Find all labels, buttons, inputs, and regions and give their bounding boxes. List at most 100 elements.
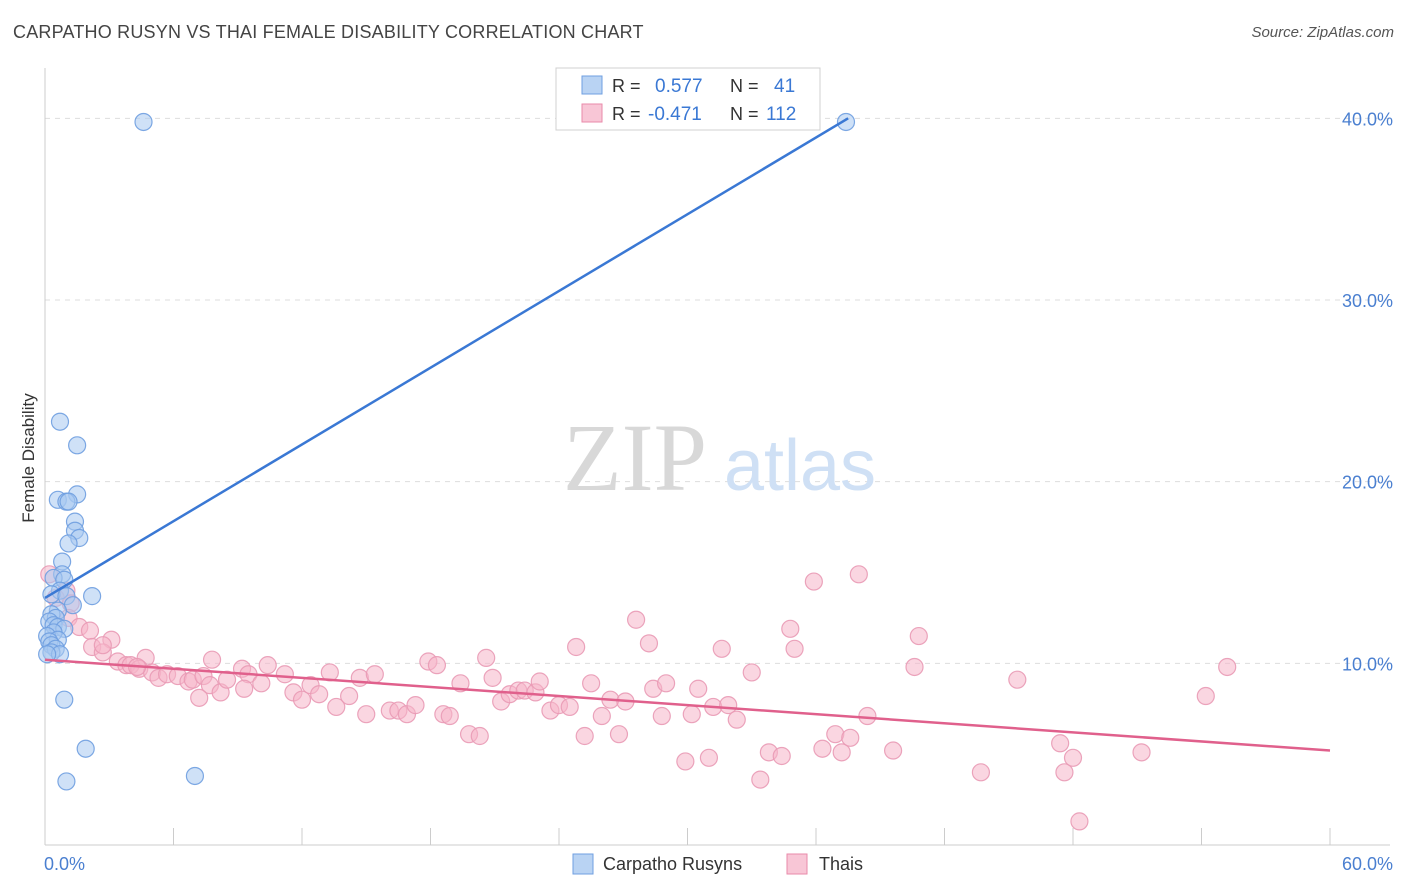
bottom-legend-swatch-pink (786, 853, 808, 875)
thais-point (841, 728, 860, 747)
source-label: Source: ZipAtlas.com (1251, 24, 1394, 41)
thais-point (1132, 743, 1151, 762)
y-axis-label: Female Disability (19, 393, 38, 523)
thais-point (1218, 657, 1237, 677)
trend-line-thais (44, 658, 1331, 752)
thais-point (530, 672, 549, 691)
thais-point (781, 619, 800, 638)
carpatho-rusyns-point (55, 690, 74, 709)
thais-point (1196, 686, 1215, 706)
series-carpatho-rusyns (38, 112, 856, 791)
thais-point (712, 639, 731, 658)
thais-point (626, 610, 646, 629)
thais-point (292, 690, 312, 709)
thais-point (804, 572, 823, 591)
legend-r-value-2: -0.471 (648, 104, 702, 125)
thais-point (258, 656, 277, 675)
thais-point (813, 739, 832, 758)
legend-swatch-blue (581, 75, 603, 95)
legend-n-value-1: 41 (774, 76, 795, 97)
thais-point (202, 650, 222, 669)
thais-point (751, 770, 770, 789)
carpatho-rusyns-point (836, 112, 856, 132)
watermark-atlas: atlas (724, 426, 876, 506)
thais-point (567, 637, 586, 657)
x-tick-labels: 0.0% 60.0% (44, 854, 1393, 874)
thais-point (909, 626, 928, 646)
watermark: ZIP atlas (563, 404, 876, 511)
thais-point (971, 763, 991, 782)
trend-lines (44, 117, 1331, 752)
y-tick-label-3: 40.0% (1342, 109, 1393, 129)
carpatho-rusyns-point (59, 534, 78, 553)
thais-point (883, 741, 903, 760)
thais-point (1070, 812, 1089, 831)
carpatho-rusyns-point (134, 112, 153, 132)
y-tick-labels: 10.0% 20.0% 30.0% 40.0% (1342, 109, 1393, 674)
thais-point (252, 674, 271, 693)
thais-point (1055, 763, 1074, 782)
thais-point (849, 565, 868, 584)
x-tick-label-1: 60.0% (1342, 854, 1393, 874)
thais-point (477, 648, 496, 667)
chart-title: CARPATHO RUSYN VS THAI FEMALE DISABILITY… (13, 22, 644, 42)
bottom-legend: Carpatho Rusyns Thais (572, 853, 863, 875)
thais-point (582, 674, 601, 693)
thais-point (832, 743, 851, 762)
y-tick-label-2: 30.0% (1342, 291, 1393, 311)
legend-box: R = 0.577 N = 41 R = -0.471 N = 112 (555, 67, 821, 131)
carpatho-rusyns-point (38, 645, 57, 664)
carpatho-rusyns-point (76, 739, 95, 758)
bottom-legend-label-thais: Thais (819, 854, 863, 874)
thais-point (1051, 734, 1070, 753)
trend-line-carpatho-rusyns (44, 117, 849, 600)
thais-point (310, 685, 329, 704)
thais-point (93, 636, 112, 655)
legend-r-label-2: R = (612, 104, 641, 124)
carpatho-rusyns-point (68, 436, 87, 455)
thais-point (905, 657, 924, 677)
watermark-zip: ZIP (563, 404, 707, 511)
thais-point (440, 706, 459, 726)
thais-point (327, 697, 346, 717)
thais-point (365, 665, 384, 684)
carpatho-rusyns-point (185, 766, 205, 786)
thais-point (689, 679, 708, 698)
thais-point (357, 705, 376, 724)
thais-point (656, 674, 676, 693)
legend-n-label-2: N = (730, 104, 759, 124)
thais-point (699, 748, 719, 767)
carpatho-rusyns-point (83, 587, 102, 606)
thais-point (1063, 748, 1083, 767)
thais-point (609, 725, 629, 744)
thais-point (727, 710, 746, 729)
carpatho-rusyns-point (59, 492, 78, 511)
thais-point (826, 725, 845, 744)
thais-point (470, 726, 489, 746)
thais-point (742, 663, 761, 682)
thais-point (639, 634, 659, 653)
legend-r-label-1: R = (612, 76, 641, 96)
y-tick-label-0: 10.0% (1342, 654, 1393, 674)
thais-point (483, 668, 502, 687)
thais-point (676, 752, 695, 771)
thais-point (406, 696, 425, 715)
thais-point (190, 688, 209, 707)
thais-point (858, 706, 877, 726)
legend-n-value-2: 112 (766, 104, 796, 125)
series-thais (40, 565, 1237, 831)
thais-point (235, 679, 254, 698)
thais-point (592, 706, 611, 726)
carpatho-rusyns-point (57, 772, 76, 791)
thais-point (575, 726, 594, 746)
axes (44, 68, 1390, 846)
thais-point (682, 705, 701, 724)
thais-point (80, 621, 100, 640)
thais-point (350, 668, 369, 687)
legend-swatch-pink (581, 103, 603, 123)
thais-point (772, 746, 791, 766)
thais-point (427, 656, 447, 675)
legend-r-value-1: 0.577 (655, 76, 703, 97)
thais-point (785, 639, 804, 658)
